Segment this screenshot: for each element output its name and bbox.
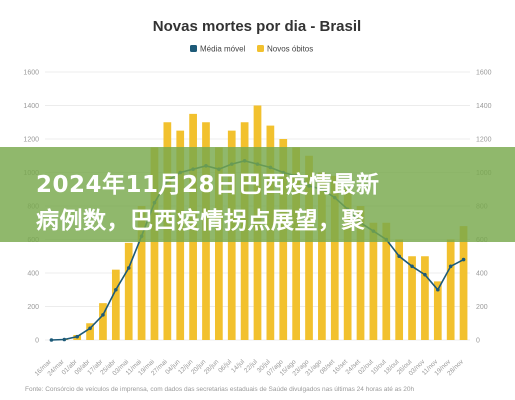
legend-swatch-moving-average (190, 45, 197, 52)
moving-average-point-01/abr (75, 334, 79, 339)
moving-average-point-24/mar (62, 337, 67, 342)
legend-label-moving-average: Média móvel (200, 45, 246, 54)
y-tick-label-left: 1600 (23, 70, 39, 77)
bar-11/mai (137, 206, 146, 340)
chart-title: Novas mortes por dia - Brasil (153, 18, 361, 35)
bar-17/abr (99, 303, 107, 340)
moving-average-point-03/mai (126, 266, 131, 270)
moving-average-point-19/nov (448, 264, 453, 269)
bar-15/ago (292, 147, 300, 340)
headline-line-1: 2024年11月28日巴西疫情最新 (36, 172, 380, 198)
y-tick-label-left: 0 (35, 338, 39, 345)
bar-24/set (356, 206, 365, 340)
headline-line-2: 病例数，巴西疫情拐点展望，聚 (36, 208, 365, 234)
bar-31/ago (318, 172, 326, 340)
moving-average-point-26/out (410, 264, 414, 269)
y-tick-label-right: 0 (476, 338, 480, 345)
bar-18/out (395, 239, 404, 340)
y-tick-label-right: 1600 (476, 70, 492, 77)
y-tick-label-left: 400 (27, 271, 39, 278)
y-tick-label-right: 400 (476, 271, 488, 278)
x-tick-label: 28/jun (203, 358, 221, 376)
moving-average-point-11/nov (436, 287, 440, 292)
bar-08/set (330, 175, 339, 340)
x-tick-label: 06/jul (217, 358, 233, 374)
moving-average-point-18/out (397, 254, 401, 259)
y-tick-label-right: 200 (476, 304, 488, 311)
x-tick-label: 14/jul (230, 358, 246, 374)
chart-source-note: Fonte: Consórcio de veículos de imprensa… (25, 386, 415, 393)
bar-19/nov (446, 239, 455, 340)
y-tick-label-right: 1400 (476, 103, 492, 110)
moving-average-point-17/abr (101, 313, 105, 317)
headline-banner: 2024年11月28日巴西疫情最新 病例数，巴西疫情拐点展望，聚 (0, 147, 515, 242)
bar-19/mai (150, 147, 159, 340)
bar-16/set (343, 189, 352, 340)
bar-25/abr (111, 269, 120, 340)
bar-11/nov (433, 281, 442, 340)
bar-03/mai (124, 242, 133, 340)
bar-09/abr (86, 323, 94, 340)
y-tick-label-right: 1200 (476, 137, 492, 144)
y-tick-label-left: 1400 (23, 103, 39, 110)
bar-02/out (369, 222, 378, 340)
x-axis: 16/mar24/mar01/abr09/abr17/abr25/abr03/m… (34, 358, 466, 378)
moving-average-point-03/nov (423, 272, 427, 277)
legend: Média móvel Novos óbitos (190, 45, 313, 54)
y-tick-label-left: 200 (27, 304, 39, 311)
bar-28/nov (459, 226, 468, 340)
bar-28/jun (215, 147, 223, 340)
bar-23/ago (305, 155, 313, 340)
legend-label-daily: Novos óbitos (267, 45, 313, 54)
y-tick-label-left: 1200 (23, 137, 39, 144)
bar-26/out (408, 256, 416, 340)
x-tick-label: 22/jul (243, 358, 259, 374)
moving-average-point-25/abr (114, 287, 118, 292)
moving-average-point-09/abr (88, 326, 92, 331)
moving-average-point-28/nov (461, 257, 466, 262)
moving-average-point-16/mar (49, 338, 54, 342)
bar-10/out (382, 222, 391, 340)
legend-swatch-daily (257, 45, 264, 52)
bar-03/nov (421, 256, 429, 340)
